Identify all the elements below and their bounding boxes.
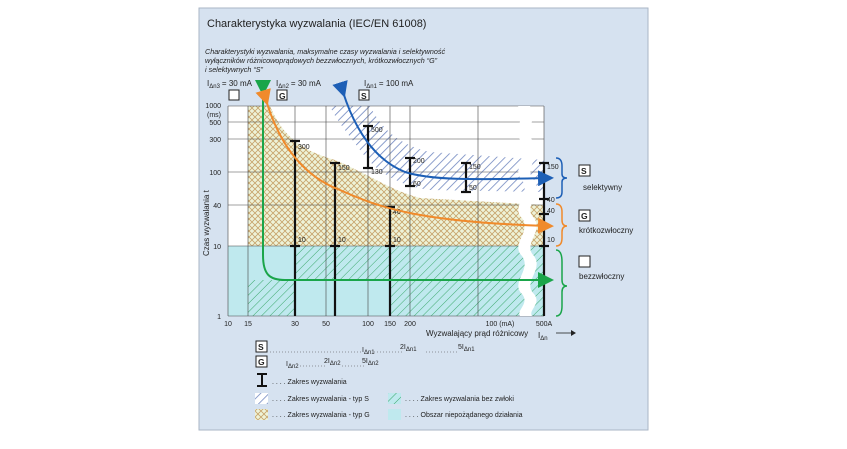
category-short-label: krótkozwłoczny <box>579 226 633 235</box>
marker-s-letter: S <box>361 91 367 101</box>
bar-100-mid: 130 <box>371 169 383 176</box>
below-g-letter: G <box>258 357 265 367</box>
bar-200-bot: 60 <box>413 181 421 188</box>
y-tick-1: 1 <box>217 314 221 321</box>
curve-type-s <box>332 80 554 187</box>
below-g-box <box>255 355 268 368</box>
legend-range-icon <box>257 373 267 387</box>
bar-100-top: 500 <box>371 127 383 134</box>
marker-g-letter: G <box>279 91 286 101</box>
x-axis-title: Wyzwalający prąd różnicowy <box>426 329 528 338</box>
bar-200-top: 200 <box>413 158 425 165</box>
brace-short <box>555 203 568 247</box>
x-tick-200: 200 <box>404 321 416 328</box>
bar-500-b: 40 <box>547 197 555 204</box>
subtitle-line-1: Charakterystyki wyzwalania, maksymalne c… <box>205 47 445 56</box>
subtitle-line-2: wyłączników różnicowoprądowych bezzwłocz… <box>205 56 438 65</box>
category-selective-letter: S <box>581 166 587 176</box>
bar-500-c: 40 <box>547 208 555 215</box>
bar-30-bot: 10 <box>298 237 306 244</box>
legend-unwanted-label: . . . . Obszar niepożądanego działania <box>405 412 523 419</box>
legend-instant-label: . . . . Zakres wyzwalania bez zwłoki <box>405 396 514 403</box>
x-tick-500a: 500A <box>536 321 553 328</box>
x-tick-100: 100 <box>362 321 374 328</box>
y-unit: (ms) <box>207 112 221 119</box>
x-axis-symbol: IΔn <box>538 331 548 342</box>
diagram-title: Charakterystyka wyzwalania (IEC/EN 61008… <box>207 18 426 30</box>
legend-type-s-swatch <box>255 393 268 404</box>
legend-type-g-swatch <box>255 409 268 420</box>
below-s-box <box>255 340 268 353</box>
y-tick-1000: 1000 <box>205 103 221 110</box>
x-tick-30: 30 <box>291 321 299 328</box>
bar-500-a: 150 <box>547 164 559 171</box>
marker-i3-label: IΔn3 = 30 mA <box>207 79 253 90</box>
below-g-i2: IΔn2 <box>286 361 299 370</box>
legend-unwanted-swatch <box>388 409 401 420</box>
x-unit: 100 (mA) <box>486 321 515 328</box>
bar-300-top: 150 <box>469 164 481 171</box>
curve-instant <box>255 80 554 288</box>
y-tick-10: 10 <box>213 244 221 251</box>
bar-50-bot: 10 <box>338 237 346 244</box>
legend-type-s-label: . . . . Zakres wyzwalania - typ S <box>272 396 369 403</box>
x-tick-10: 10 <box>224 321 232 328</box>
bar-150-bot: 10 <box>393 237 401 244</box>
subtitle-line-3: i selektywnych “S” <box>205 65 264 74</box>
y-tick-300: 300 <box>209 137 221 144</box>
brace-selective <box>555 157 568 199</box>
legend-type-g-label: . . . . Zakres wyzwalania - typ G <box>272 412 370 419</box>
y-tick-100: 100 <box>209 170 221 177</box>
category-instant-box <box>578 255 591 268</box>
x-tick-150: 150 <box>384 321 396 328</box>
bar-300-bot: 50 <box>469 185 477 192</box>
below-s-letter: S <box>258 342 264 352</box>
brace-instant <box>555 249 568 317</box>
legend: . . . . Zakres wyzwalania . . . . Zakres… <box>255 373 523 420</box>
category-selective-label: selektywny <box>583 183 622 192</box>
bar-50-top: 150 <box>338 165 350 172</box>
below-g-2i: 2IΔn2 <box>324 358 341 367</box>
x-tick-50: 50 <box>322 321 330 328</box>
y-axis-title: Czas wyzwalania t <box>202 189 211 256</box>
x-tick-15: 15 <box>244 321 252 328</box>
category-short-letter: G <box>581 211 588 221</box>
plot-area: 300 10 150 10 500 130 40 10 200 60 150 5… <box>227 80 559 317</box>
below-s-2i: 2IΔn1 <box>400 344 417 353</box>
category-selective-box <box>578 164 591 177</box>
category-short-box <box>578 209 591 222</box>
below-g-5i: 5IΔn2 <box>362 358 379 367</box>
bar-30-top: 300 <box>298 144 310 151</box>
bar-500-d: 10 <box>547 237 555 244</box>
legend-instant-swatch <box>388 393 401 404</box>
curve-type-g <box>255 88 554 234</box>
y-tick-40: 40 <box>213 203 221 210</box>
y-tick-500: 500 <box>209 120 221 127</box>
below-s-i1: IΔn1 <box>362 347 375 356</box>
marker-instant-box <box>228 89 240 101</box>
legend-range-label: . . . . Zakres wyzwalania <box>272 379 347 386</box>
category-instant-label: bezzwłoczny <box>579 272 624 281</box>
below-s-5i: 5IΔn1 <box>458 344 475 353</box>
